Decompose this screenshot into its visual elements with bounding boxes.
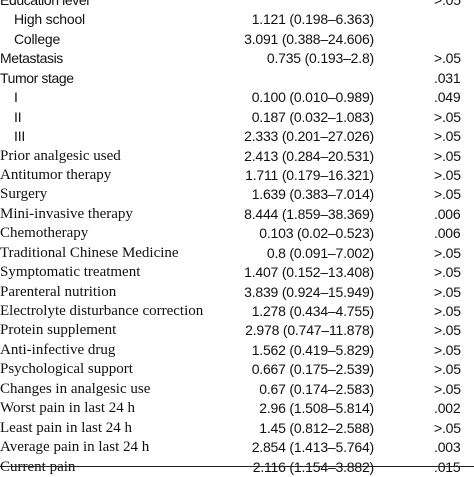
table-row: III 2.333 (0.201–27.026) >.05 [0,127,474,146]
p-value: .049 [434,89,461,106]
table-row: Protein supplement 2.978 (0.747–11.878) >.… [0,321,474,340]
table-row: Tumor stage .031 [0,69,474,88]
odds-ratio-ci: 1.121 (0.198–6.363) [251,11,375,28]
row-label: Tumor stage [0,69,74,86]
odds-ratio-ci: 0.8 (0.091–7.002) [266,244,374,261]
row-label: Parenteral nutrition [0,283,117,300]
odds-ratio-ci: 0.667 (0.175–2.539) [251,361,375,378]
table-row: Worst pain in last 24 h 2.96 (1.508–5.814… [0,399,474,418]
odds-ratio-ci: 1.278 (0.434–4.755) [251,303,375,319]
p-value: .006 [434,205,461,222]
row-label: Current pain [0,458,76,475]
odds-ratio-ci: 1.639 (0.383–7.014) [251,186,375,203]
row-label: Average pain in last 24 h [0,439,150,456]
p-value: >.05 [434,264,461,281]
odds-ratio-ci: 0.735 (0.193–2.8) [266,50,374,67]
row-label: Surgery [0,186,48,203]
row-label: Education level [0,0,89,8]
p-value: >.05 [434,341,461,358]
table-row: Metastasis 0.735 (0.193–2.8) >.05 [0,49,474,68]
table-row: Parenteral nutrition 3.839 (0.924–15.949)… [0,283,474,302]
row-label: Antitumor therapy [0,166,112,183]
p-value: .006 [434,225,461,242]
odds-ratio-ci: 0.103 (0.02–0.523) [259,225,374,242]
p-value: >.05 [434,0,461,8]
table-row: Chemotherapy 0.103 (0.02–0.523) .006 [0,224,474,243]
p-value: .002 [434,400,461,417]
table-row: Education level >.05 [0,0,474,10]
row-label: II [14,108,22,125]
p-value: >.05 [434,166,461,183]
row-label: Anti-infective drug [0,341,116,358]
table-row: II 0.187 (0.032–1.083) >.05 [0,108,474,127]
table-row: Psychological support 0.667 (0.175–2.539)… [0,360,474,379]
p-value: >.05 [434,186,461,203]
table-row: Antitumor therapy 1.711 (0.179–16.321) >.0… [0,166,474,185]
odds-ratio-ci: 3.091 (0.388–24.606) [244,30,374,47]
p-value: >.05 [434,380,461,397]
table-bottom-rule [0,466,474,467]
row-label: Mini-invasive therapy [0,205,133,222]
row-label: High school [14,11,85,28]
odds-ratio-ci: 0.67 (0.174–2.583) [259,380,374,397]
table-row: Mini-invasive therapy 8.444 (1.859–38.369… [0,205,474,224]
p-value: >.05 [434,303,461,319]
table-row: Prior analgesic used 2.413 (0.284–20.531)… [0,147,474,166]
odds-ratio-ci: 8.444 (1.859–38.369) [244,205,374,222]
p-value: >.05 [434,244,461,261]
row-label: Least pain in last 24 h [0,419,133,436]
table-row: Symptomatic treatment 1.407 (0.152–13.408… [0,263,474,282]
odds-ratio-ci: 2.116 (1.154–3.882) [252,458,374,475]
p-value: >.05 [434,108,461,125]
table-row: Electrolyte disturbance correction 1.278 … [0,302,474,321]
table-row: Anti-infective drug 1.562 (0.419–5.829) >.… [0,341,474,360]
odds-ratio-ci: 1.711 (0.179–16.321) [245,166,374,183]
odds-ratio-ci: 1.562 (0.419–5.829) [251,341,375,358]
table-row: I 0.100 (0.010–0.989) .049 [0,88,474,107]
p-value: >.05 [434,50,461,67]
table-row: Current pain 2.116 (1.154–3.882) .015 [0,458,474,477]
p-value: .003 [434,439,461,456]
odds-ratio-ci: 3.839 (0.924–15.949) [244,283,374,300]
row-label: College [14,30,61,47]
row-label: Chemotherapy [0,225,89,242]
p-value: >.05 [434,322,461,339]
table-row: Traditional Chinese Medicine 0.8 (0.091–7… [0,244,474,263]
odds-ratio-ci: 0.187 (0.032–1.083) [251,108,375,125]
p-value: .031 [434,69,461,86]
p-value: .015 [434,458,461,475]
row-label: Symptomatic treatment [0,264,141,281]
row-label: III [14,128,26,145]
row-label: Psychological support [0,361,133,378]
row-label: Metastasis [0,50,63,67]
table-row: Average pain in last 24 h 2.854 (1.413–5.… [0,438,474,457]
table-row: Changes in analgesic use 0.67 (0.174–2.58… [0,380,474,399]
p-value: >.05 [434,128,461,145]
odds-ratio-ci: 2.854 (1.413–5.764) [251,439,375,456]
row-label: Protein supplement [0,322,117,339]
table-row: College 3.091 (0.388–24.606) [0,30,474,49]
table-row: Least pain in last 24 h 1.45 (0.812–2.588… [0,419,474,438]
table-row: Surgery 1.639 (0.383–7.014) >.05 [0,185,474,204]
p-value: >.05 [434,419,461,436]
odds-ratio-ci: 1.45 (0.812–2.588) [259,419,374,436]
p-value: >.05 [434,283,461,300]
odds-ratio-ci: 2.413 (0.284–20.531) [244,147,374,164]
row-label: I [14,89,18,106]
odds-ratio-ci: 2.96 (1.508–5.814) [259,400,374,417]
odds-ratio-ci: 2.333 (0.201–27.026) [244,128,374,145]
row-label: Changes in analgesic use [0,380,151,397]
odds-ratio-ci: 2.978 (0.747–11.878) [245,322,374,339]
row-label: Prior analgesic used [0,147,121,164]
row-label: Electrolyte disturbance correction [0,303,204,319]
row-label: Worst pain in last 24 h [0,400,136,417]
odds-ratio-ci: 0.100 (0.010–0.989) [251,89,375,106]
row-label: Traditional Chinese Medicine [0,244,179,261]
p-value: >.05 [434,361,461,378]
table-row: High school 1.121 (0.198–6.363) [0,10,474,29]
odds-ratio-ci: 1.407 (0.152–13.408) [244,264,374,281]
p-value: >.05 [434,147,461,164]
